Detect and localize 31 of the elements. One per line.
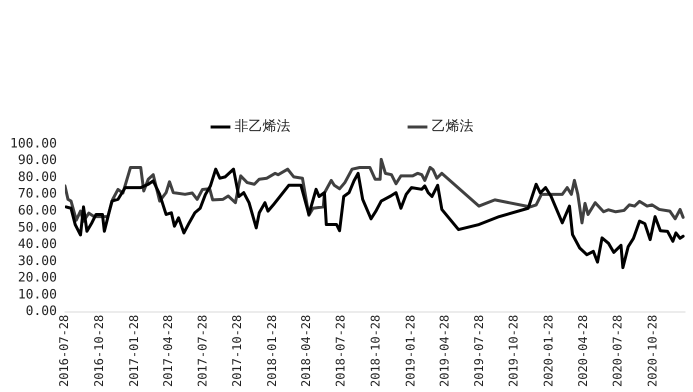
x-tick-label: 2020-10-28 — [645, 314, 660, 388]
legend-label: 乙烯法 — [432, 118, 474, 135]
x-tick-label: 2020-07-28 — [610, 314, 624, 388]
y-tick-label: 20.00 — [18, 270, 57, 286]
y-tick-label: 80.00 — [18, 170, 57, 185]
y-tick-label: 10.00 — [18, 287, 57, 302]
legend-label: 非乙烯法 — [234, 118, 290, 135]
x-tick-label: 2019-04-28 — [437, 314, 452, 388]
y-tick-label: 30.00 — [18, 254, 57, 269]
y-tick-label: 40.00 — [18, 237, 57, 252]
y-tick-label: 90.00 — [18, 153, 57, 168]
x-tick-label: 2019-10-28 — [506, 314, 521, 388]
y-tick-label: 0.00 — [26, 304, 57, 320]
x-tick-label: 2019-07-28 — [472, 314, 486, 388]
x-tick-label: 2017-10-28 — [230, 314, 244, 388]
x-tick-label: 2017-04-28 — [160, 314, 175, 388]
y-tick-label: 70.00 — [18, 186, 57, 202]
x-tick-label: 2018-10-28 — [368, 314, 382, 388]
x-tick-label: 2017-07-28 — [195, 314, 210, 388]
x-tick-label: 2019-01-28 — [403, 314, 418, 388]
x-tick-label: 2017-01-28 — [126, 314, 141, 388]
x-tick-label: 2016-10-28 — [92, 314, 106, 388]
x-tick-label: 2020-04-28 — [576, 314, 590, 388]
x-tick-label: 2018-04-28 — [299, 314, 314, 388]
x-tick-label: 2018-07-28 — [334, 314, 348, 388]
x-tick-label: 2018-01-28 — [265, 314, 280, 388]
y-tick-label: 60.00 — [18, 203, 57, 218]
x-tick-label: 2016-07-28 — [57, 314, 72, 388]
y-tick-label: 50.00 — [18, 220, 57, 236]
x-tick-label: 2020-01-28 — [542, 314, 556, 388]
y-tick-label: 100.00 — [10, 136, 57, 152]
